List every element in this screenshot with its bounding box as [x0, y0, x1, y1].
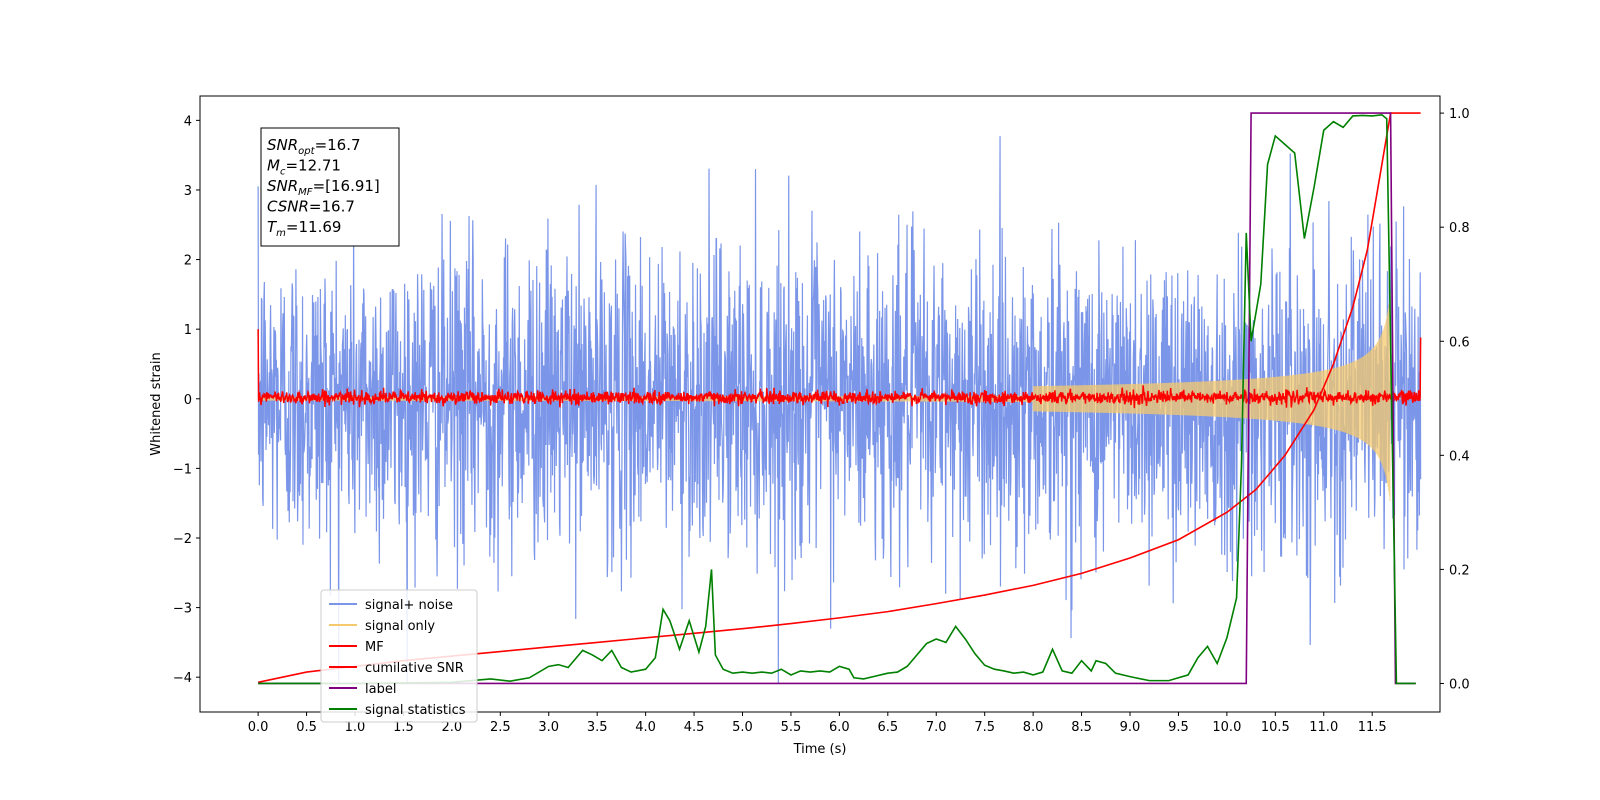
y-tick-label: −4: [173, 671, 192, 686]
x-tick-label: 6.0: [829, 720, 850, 735]
y-tick-label: −1: [173, 462, 192, 477]
legend-label: signal statistics: [365, 703, 466, 718]
y2-tick-label: 0.8: [1449, 221, 1470, 236]
legend-label: signal+ noise: [365, 598, 453, 613]
annotation-line: SNRopt=16.7: [267, 136, 361, 157]
axes-layer: 0.0 0.5 1.0 1.5 2.0 2.5 3.0 3.5 4.0 4.5 5.0 5.5 6.0 6…: [173, 107, 1470, 735]
legend-label: signal only: [365, 619, 435, 634]
y2-tick-label: 1.0: [1449, 107, 1470, 122]
legend: signal+ noise signal only MF cumilative SNR…: [320, 589, 478, 723]
y-tick-label: 0: [184, 393, 192, 408]
x-tick-label: 0.5: [296, 720, 317, 735]
annotation-line: CSNR=16.7: [267, 198, 355, 216]
series-line-signal-noise: [257, 136, 1422, 685]
annotation-line: SNRMF=[16.91]: [267, 177, 380, 198]
x-tick-label: 2.0: [442, 720, 463, 735]
x-tick-label: 2.5: [490, 720, 511, 735]
y2-tick-label: 0.6: [1449, 335, 1470, 350]
x-tick-label: 9.0: [1120, 720, 1141, 735]
series-layer: [257, 112, 1422, 685]
x-tick-label: 10.5: [1261, 720, 1290, 735]
y2-tick-label: 0.4: [1449, 449, 1470, 464]
y-tick-label: −2: [173, 532, 192, 547]
x-tick-label: 8.0: [1023, 720, 1044, 735]
annotation-line: Tm=11.69: [267, 218, 341, 239]
x-tick-label: 9.5: [1168, 720, 1189, 735]
x-axis-label: Time (s): [793, 742, 847, 757]
x-tick-label: 5.5: [781, 720, 802, 735]
y-tick-label: 3: [184, 184, 192, 199]
annotation-frame: [260, 127, 400, 247]
x-tick-label: 3.5: [587, 720, 608, 735]
x-tick-label: 7.5: [974, 720, 995, 735]
legend-label: cumilative SNR: [365, 661, 464, 676]
x-tick-label: 10.0: [1212, 720, 1241, 735]
x-tick-label: 3.0: [538, 720, 559, 735]
annotation-box: SNRopt=16.7Mc=12.71SNRMF=[16.91]CSNR=16.…: [260, 127, 400, 247]
y2-tick-label: 0.0: [1449, 677, 1470, 692]
legend-label: MF: [365, 640, 384, 655]
x-tick-label: 5.0: [732, 720, 753, 735]
y-axis-label: Whitened strain: [149, 352, 164, 455]
x-tick-label: 11.5: [1358, 720, 1387, 735]
x-tick-label: 1.0: [345, 720, 366, 735]
x-tick-label: 8.5: [1071, 720, 1092, 735]
x-tick-label: 7.0: [926, 720, 947, 735]
plot-frame: [199, 95, 1441, 713]
x-tick-label: 1.5: [393, 720, 414, 735]
y2-tick-label: 0.2: [1449, 563, 1470, 578]
series-line-mf: [257, 329, 1422, 409]
y-tick-label: −3: [173, 602, 192, 617]
series-line-signal-statistics: [258, 113, 1416, 685]
series-line-cumilative-snr: [257, 112, 1421, 684]
legend-frame: [320, 589, 478, 723]
x-tick-label: 0.0: [248, 720, 269, 735]
x-tick-label: 4.0: [635, 720, 656, 735]
x-tick-label: 11.0: [1309, 720, 1338, 735]
y-tick-label: 1: [184, 323, 192, 338]
annotation-line: Mc=12.71: [267, 157, 341, 178]
y-tick-label: 4: [184, 114, 192, 129]
x-tick-label: 4.5: [684, 720, 705, 735]
legend-label: label: [365, 682, 396, 697]
x-tick-label: 6.5: [877, 720, 898, 735]
y-tick-label: 2: [184, 254, 192, 269]
